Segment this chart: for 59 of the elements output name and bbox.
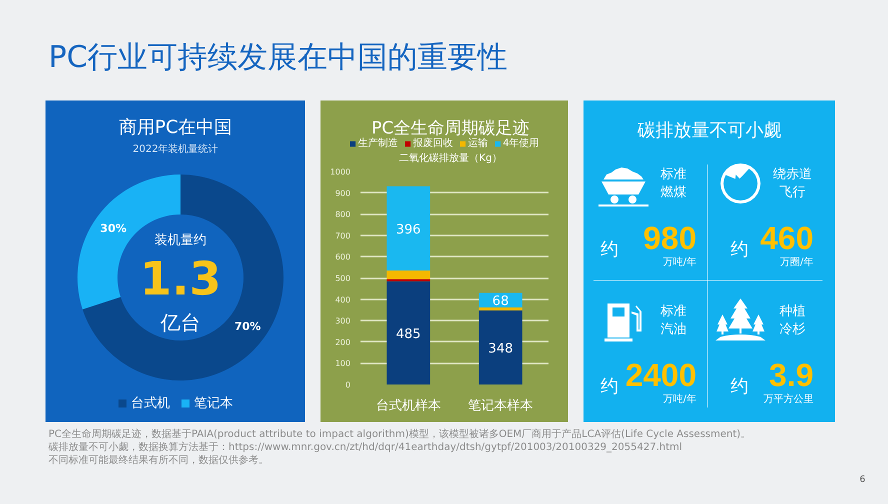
data-label: 70% [234, 320, 261, 333]
y-tick-label: 0 [345, 380, 351, 390]
text: 约 [600, 239, 618, 260]
y-tick-label: 200 [335, 338, 351, 347]
y-tick-label: 900 [335, 188, 351, 198]
bar [386, 281, 430, 384]
chart-subtitle: 2022年装机量统计 [132, 143, 218, 155]
y-tick-label: 100 [335, 359, 351, 368]
text: 亿台 [160, 310, 200, 334]
y-tick-label: 300 [335, 316, 351, 326]
category-label: 种植冷杉 [780, 304, 806, 337]
legend-label: 生产制造 [358, 136, 398, 150]
category-label: 标准燃煤 [660, 167, 686, 200]
y-tick-label: 800 [335, 210, 351, 220]
data-label: 460 [760, 220, 814, 256]
data-label: 396 [396, 222, 421, 238]
data-label: 30% [100, 222, 127, 236]
text: 装机量约 [154, 233, 206, 248]
x-tick-label: 台式机样本 [376, 398, 441, 414]
y-tick-label: 700 [335, 231, 351, 240]
bar [478, 307, 522, 310]
legend-label: 台式机 [131, 395, 170, 412]
data-label: 2400 [625, 357, 696, 393]
category-label: 绕赤道飞行 [773, 167, 812, 200]
text: 万吨/年 [663, 393, 697, 405]
y-tick-label: 1000 [330, 168, 350, 176]
text: 万吨/年 [663, 256, 697, 268]
text: PC全生命周期碳足迹，数据基于PAIA(product attribute to impact algorithm)模型，该模型被诸多OEM厂商用于产品LCA评估(Life Cycle Assessment)。 [48, 428, 751, 440]
legend-label: 4年使用 [502, 137, 540, 150]
y-axis-title: 二氧化碳排放量（Kg） [399, 152, 502, 164]
legend-label: 笔记本 [194, 395, 233, 412]
text: 1.3 [140, 252, 222, 306]
data-label: 68 [492, 294, 509, 310]
text: PC行业可持续发展在中国的重要性 [48, 40, 508, 75]
y-tick-label: 400 [335, 295, 351, 304]
data-label: 348 [488, 341, 513, 356]
legend-label: 运输 [468, 136, 488, 150]
text: 万平方公里 [764, 393, 814, 405]
text: 不同标准可能最终结果有所不同，数据仅供参考。 [48, 454, 268, 466]
data-label: 485 [396, 326, 421, 342]
y-tick-label: 500 [335, 274, 351, 283]
legend-label: 报废回收 [412, 136, 453, 150]
text: 6 [860, 475, 866, 485]
text: 约 [730, 239, 748, 260]
category-label: 标准汽油 [660, 304, 686, 337]
text: 碳排放量不可小觑 [636, 120, 782, 141]
chart-title: 商用PC在中国 [118, 117, 232, 138]
data-label: 980 [643, 220, 696, 256]
chart-title: PC全生命周期碳足迹 [371, 118, 530, 138]
bar [386, 186, 430, 271]
text: 碳排放量不可小觑，数据换算方法基于：https://www.mnr.gov.cn/zt/hd/dqr/41earthday/dtsh/gytpf/201003/20100329_2055427.html [48, 441, 682, 453]
text: 约 [600, 376, 618, 397]
text: 万圈/年 [780, 256, 814, 268]
y-tick-label: 600 [335, 252, 351, 262]
bar [386, 270, 430, 280]
bar [478, 310, 522, 384]
data-label: 3.9 [769, 357, 814, 393]
x-tick-label: 笔记本样本 [468, 398, 534, 414]
text: 约 [730, 376, 748, 397]
